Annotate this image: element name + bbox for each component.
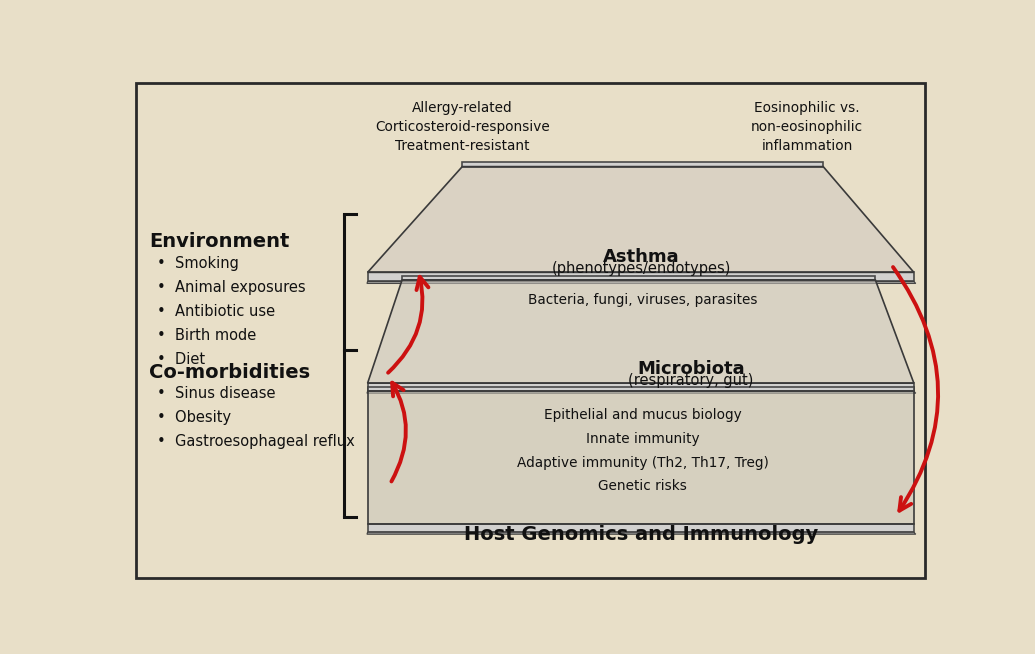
Polygon shape <box>367 272 914 281</box>
Polygon shape <box>463 162 823 167</box>
Text: •  Obesity: • Obesity <box>157 410 232 425</box>
Text: •  Diet: • Diet <box>157 353 206 368</box>
Text: Genetic risks: Genetic risks <box>598 479 687 493</box>
Polygon shape <box>367 391 916 393</box>
Polygon shape <box>367 280 914 383</box>
Polygon shape <box>367 387 914 390</box>
Text: (phenotypes/endotypes): (phenotypes/endotypes) <box>552 262 731 277</box>
Text: Microbiota: Microbiota <box>638 360 744 378</box>
Polygon shape <box>367 167 914 272</box>
Polygon shape <box>367 524 914 532</box>
Text: •  Antibiotic use: • Antibiotic use <box>157 304 275 319</box>
Polygon shape <box>402 276 876 280</box>
Text: Eosinophilic vs.
non-eosinophilic
inflammation: Eosinophilic vs. non-eosinophilic inflam… <box>751 101 863 153</box>
Text: •  Birth mode: • Birth mode <box>157 328 257 343</box>
Text: (respiratory, gut): (respiratory, gut) <box>628 373 753 388</box>
Text: •  Smoking: • Smoking <box>157 256 239 271</box>
Text: Host Genomics and Immunology: Host Genomics and Immunology <box>464 525 819 543</box>
Text: Innate immunity: Innate immunity <box>586 432 700 446</box>
Text: •  Gastroesophageal reflux: • Gastroesophageal reflux <box>157 434 355 449</box>
Text: Environment: Environment <box>149 232 290 251</box>
Text: •  Animal exposures: • Animal exposures <box>157 280 306 295</box>
Polygon shape <box>367 281 916 283</box>
Text: Adaptive immunity (Th2, Th17, Treg): Adaptive immunity (Th2, Th17, Treg) <box>516 456 769 470</box>
Text: Co-morbidities: Co-morbidities <box>149 363 310 382</box>
Polygon shape <box>367 532 916 534</box>
Polygon shape <box>367 383 914 391</box>
Text: •  Sinus disease: • Sinus disease <box>157 386 276 401</box>
Text: Asthma: Asthma <box>602 249 679 266</box>
Text: Bacteria, fungi, viruses, parasites: Bacteria, fungi, viruses, parasites <box>528 293 758 307</box>
Polygon shape <box>367 390 914 524</box>
Text: Epithelial and mucus biology: Epithelial and mucus biology <box>543 408 742 422</box>
Text: Allergy-related
Corticosteroid-responsive
Treatment-resistant: Allergy-related Corticosteroid-responsiv… <box>375 101 550 153</box>
